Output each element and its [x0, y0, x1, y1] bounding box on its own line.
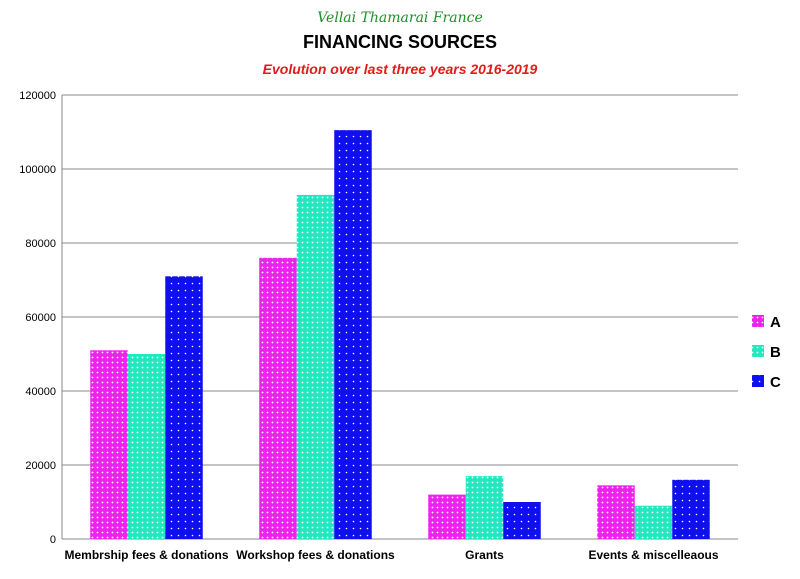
- bar-c: [165, 276, 203, 539]
- bar-a: [259, 257, 297, 539]
- x-axis-labels: Membrship fees & donations Workshop fees …: [64, 548, 718, 562]
- bar-b: [127, 354, 166, 539]
- chart-title: FINANCING SOURCES: [302, 32, 497, 52]
- bar-c: [503, 502, 541, 539]
- legend-label: C: [770, 374, 781, 391]
- y-tick-label: 120000: [19, 90, 56, 102]
- x-category-label: Membrship fees & donations: [64, 548, 228, 562]
- bars: [90, 130, 710, 539]
- x-category-label: Events & miscelleaous: [588, 548, 718, 562]
- legend: ABC: [752, 314, 781, 391]
- x-category-label: Workshop fees & donations: [236, 548, 395, 562]
- x-category-label: Grants: [465, 548, 504, 562]
- bar-a: [90, 350, 128, 539]
- legend-label: A: [770, 314, 781, 331]
- bar-b: [296, 194, 335, 539]
- y-tick-label: 0: [50, 534, 56, 546]
- y-axis: 0 20000 40000 60000 80000 100000 120000: [19, 90, 63, 546]
- y-tick-label: 100000: [19, 164, 56, 176]
- legend-swatch-a: [752, 315, 764, 327]
- bar-b: [634, 505, 673, 539]
- bar-b: [465, 476, 504, 539]
- y-tick-label: 60000: [25, 312, 56, 324]
- chart-subtitle: Evolution over last three years 2016-201…: [262, 61, 538, 77]
- bar-a: [597, 485, 635, 539]
- legend-label: B: [770, 344, 781, 361]
- organization-name: Vellai Thamarai France: [317, 10, 483, 26]
- y-tick-label: 80000: [25, 238, 56, 250]
- bar-c: [672, 479, 710, 539]
- y-tick-label: 40000: [25, 386, 56, 398]
- legend-swatch-c: [752, 375, 764, 387]
- legend-swatch-b: [752, 345, 764, 357]
- bar-a: [428, 494, 466, 539]
- y-tick-label: 20000: [25, 460, 56, 472]
- bar-c: [334, 130, 372, 539]
